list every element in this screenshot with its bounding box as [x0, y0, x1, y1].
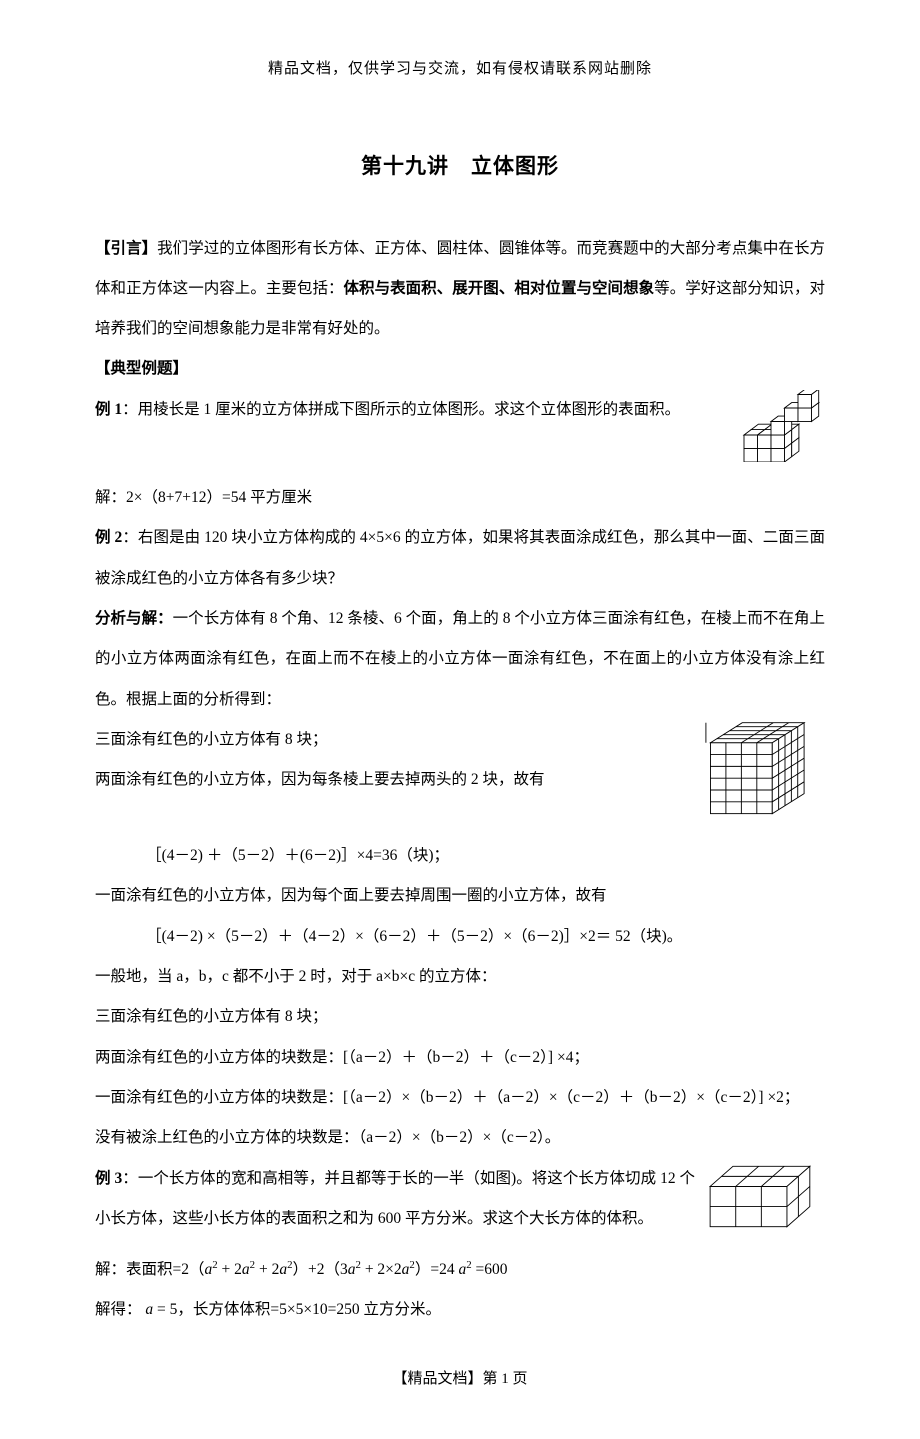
header-watermark: 精品文档，仅供学习与交流，如有侵权请联系网站删除 — [95, 50, 825, 89]
sup-2b: 2 — [250, 1259, 255, 1271]
sup-2: 2 — [212, 1259, 217, 1271]
ex2-line3: 一面涂有红色的小立方体，因为每个面上要去掉周围一圈的小立方体，故有 — [95, 876, 825, 916]
page-footer: 【精品文档】第 1 页 — [95, 1360, 825, 1399]
intro-label: 【引言】 — [95, 240, 157, 257]
intro-paragraph: 【引言】我们学过的立体图形有长方体、正方体、圆柱体、圆锥体等。而竞赛题中的大部分… — [95, 229, 825, 350]
math-term-2: a — [242, 1261, 250, 1278]
ex2-g4: 没有被涂上红色的小立方体的块数是：（a－2）×（b－2）×（c－2）。 — [95, 1118, 825, 1158]
figure-grid-cuboid — [705, 720, 825, 836]
ex3-ans-suffix: ，长方体体积=5×5×10=250 立方分米。 — [177, 1301, 441, 1318]
ex1-body: ：用棱长是 1 厘米的立方体拼成下图所示的立体图形。求这个立体图形的表面积。 — [122, 401, 680, 418]
math-a-eq: a — [145, 1301, 153, 1318]
ex3-sol-mid1: ）+2（ — [293, 1261, 341, 1278]
ex2-body: ：右图是由 120 块小立方体构成的 4×5×6 的立方体，如果将其表面涂成红色… — [95, 529, 825, 586]
ex2-formula2: ［(4－2) ×（5－2）＋（4－2）×（6－2）＋（5－2）×（6－2)］×2… — [95, 917, 825, 957]
figure-split-cuboid — [705, 1159, 825, 1250]
ex2-g3: 一面涂有红色的小立方体的块数是：[（a－2）×（b－2）＋（a－2）×（c－2）… — [95, 1078, 825, 1118]
sup-2d: 2 — [356, 1259, 361, 1271]
ex2-general: 一般地，当 a，b，c 都不小于 2 时，对于 a×b×c 的立方体： — [95, 957, 825, 997]
ex3-body: ：一个长方体的宽和高相等，并且都等于长的一半（如图)。将这个长方体切成 12 个… — [95, 1170, 695, 1227]
ex3-sol-mid2: ）=24 — [415, 1261, 455, 1278]
ex1-solution: 解：2×（8+7+12）=54 平方厘米 — [95, 478, 825, 518]
ex3-ans-prefix: 解得： — [95, 1301, 142, 1318]
ex3-answer-line: 解得： a = 5，长方体体积=5×5×10=250 立方分米。 — [95, 1290, 825, 1330]
ex2-analysis-label: 分析与解： — [95, 610, 173, 627]
example-3-block: 例 3：一个长方体的宽和高相等，并且都等于长的一半（如图)。将这个长方体切成 1… — [95, 1159, 825, 1250]
ex3-label: 例 3 — [95, 1170, 122, 1187]
example-1-text: 例 1：用棱长是 1 厘米的立方体拼成下图所示的立体图形。求这个立体图形的表面积… — [95, 390, 825, 430]
ex3-sol-suffix: =600 — [476, 1261, 508, 1278]
example-2-text: 例 2：右图是由 120 块小立方体构成的 4×5×6 的立方体，如果将其表面涂… — [95, 518, 825, 599]
page-title: 第十九讲 立体图形 — [95, 139, 825, 194]
math-term-3: a — [279, 1261, 287, 1278]
example-1-block: 例 1：用棱长是 1 厘米的立方体拼成下图所示的立体图形。求这个立体图形的表面积… — [95, 390, 825, 478]
ex2-g1: 三面涂有红色的小立方体有 8 块； — [95, 997, 825, 1037]
sup-2f: 2 — [466, 1259, 471, 1271]
ex2-label: 例 2 — [95, 529, 122, 546]
ex2-g2: 两面涂有红色的小立方体的块数是：[（a－2）＋（b－2）＋（c－2）] ×4； — [95, 1038, 825, 1078]
ex2-analysis: 分析与解：一个长方体有 8 个角、12 条棱、6 个面，角上的 8 个小立方体三… — [95, 599, 825, 720]
ex3-solution-line: 解：表面积=2（a2 + 2a2 + 2a2）+2（3a2 + 2×2a2）=2… — [95, 1250, 825, 1290]
examples-heading: 【典型例题】 — [95, 349, 825, 389]
math-term-4: a — [348, 1261, 356, 1278]
document-body: 【引言】我们学过的立体图形有长方体、正方体、圆柱体、圆锥体等。而竞赛题中的大部分… — [95, 229, 825, 1331]
ex2-analysis-body: 一个长方体有 8 个角、12 条棱、6 个面，角上的 8 个小立方体三面涂有红色… — [95, 610, 825, 708]
ex2-formula1: ［(4－2) ＋（5－2）＋(6－2)］×4=36（块)； — [95, 836, 825, 876]
ex3-sol-prefix: 解：表面积=2（ — [95, 1261, 205, 1278]
ex1-label: 例 1 — [95, 401, 122, 418]
example-2-analysis-block: 分析与解：一个长方体有 8 个角、12 条棱、6 个面，角上的 8 个小立方体三… — [95, 599, 825, 836]
intro-bold-terms: 体积与表面积、展开图、相对位置与空间想象 — [344, 280, 655, 297]
figure-stacked-cubes — [735, 390, 825, 478]
